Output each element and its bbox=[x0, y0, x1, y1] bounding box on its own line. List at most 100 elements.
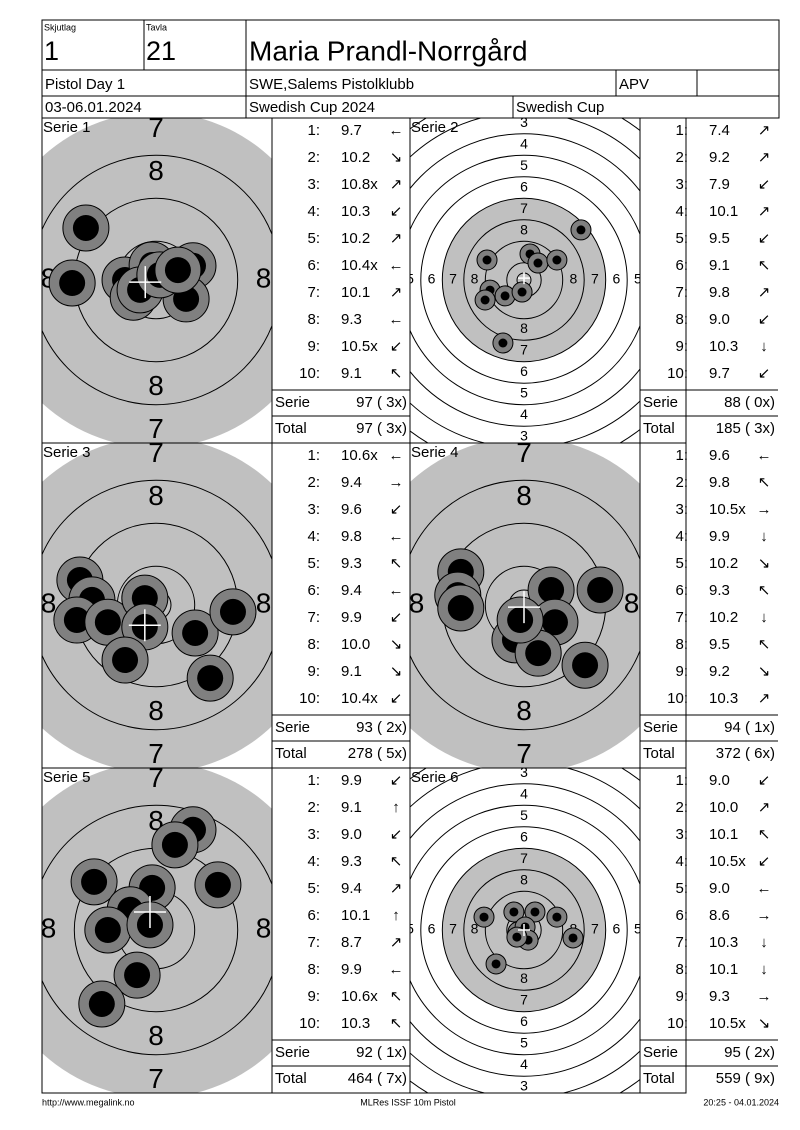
shot-direction: ↗ bbox=[758, 149, 771, 166]
shot-score: 9.9 bbox=[341, 772, 362, 789]
shot-number: 5: bbox=[675, 230, 688, 247]
shot-center bbox=[161, 831, 188, 858]
shot-score: 9.4 bbox=[341, 880, 362, 897]
shot-score: 9.2 bbox=[709, 149, 730, 166]
shot-direction: ↙ bbox=[758, 772, 771, 789]
ring bbox=[420, 826, 628, 1034]
shot bbox=[84, 906, 132, 954]
shot-number: 3: bbox=[675, 501, 688, 518]
shot-number: 9: bbox=[307, 663, 320, 680]
shot-number: 10: bbox=[667, 365, 688, 382]
shot-direction: ↖ bbox=[390, 853, 403, 870]
shot-score: 9.4 bbox=[341, 582, 362, 599]
ring-number: 8 bbox=[148, 1020, 164, 1051]
shot-direction: → bbox=[757, 988, 772, 1005]
shot-number: 8: bbox=[675, 961, 688, 978]
list-frame bbox=[639, 767, 687, 1094]
shot-direction: ↖ bbox=[390, 555, 403, 572]
ring-number: 5 bbox=[520, 385, 528, 401]
shot-score: 9.3 bbox=[341, 853, 362, 870]
shot-score: 10.8x bbox=[341, 176, 378, 193]
shot-number: 5: bbox=[675, 555, 688, 572]
shot-center bbox=[164, 257, 191, 284]
shot-number: 6: bbox=[675, 582, 688, 599]
shot-number: 1: bbox=[675, 122, 688, 139]
ring-number: 7 bbox=[520, 200, 528, 216]
club: SWE,Salems Pistolklubb bbox=[249, 76, 414, 93]
shot-direction: ↗ bbox=[390, 934, 403, 951]
shot-center bbox=[576, 225, 586, 235]
shot-direction: ↘ bbox=[758, 663, 771, 680]
shot-score: 10.2 bbox=[709, 555, 738, 572]
shot-score: 9.1 bbox=[341, 799, 362, 816]
series-label: Serie bbox=[643, 719, 678, 736]
shot bbox=[562, 927, 584, 949]
shot-direction: ↖ bbox=[758, 474, 771, 491]
shot-score: 10.1 bbox=[709, 826, 738, 843]
shot-number: 6: bbox=[307, 907, 320, 924]
shot-number: 3: bbox=[675, 826, 688, 843]
shot-direction: ← bbox=[389, 257, 404, 274]
shot-center bbox=[525, 640, 552, 667]
ring-number: 7 bbox=[516, 437, 532, 468]
ring-number: 7 bbox=[148, 437, 164, 468]
ring bbox=[42, 804, 272, 1056]
shot-number: 3: bbox=[307, 826, 320, 843]
shot-number: 8: bbox=[307, 311, 320, 328]
footer-left: http://www.megalink.no bbox=[42, 1097, 135, 1107]
shot-center bbox=[94, 917, 121, 943]
shot-direction: ↖ bbox=[758, 257, 771, 274]
total-label: Total bbox=[643, 745, 675, 762]
shot-center bbox=[509, 907, 519, 917]
shot-direction: ↗ bbox=[390, 230, 403, 247]
shot bbox=[186, 654, 234, 702]
shot-score: 9.7 bbox=[341, 122, 362, 139]
shot-direction: ← bbox=[757, 880, 772, 897]
ring bbox=[441, 847, 607, 1013]
shot-score: 9.6 bbox=[341, 501, 362, 518]
shot bbox=[209, 588, 257, 636]
shot bbox=[62, 204, 110, 252]
ring bbox=[410, 133, 640, 427]
date: 03-06.01.2024 bbox=[45, 99, 142, 116]
shot-score: 10.5x bbox=[709, 1015, 746, 1032]
shot-score: 10.5x bbox=[709, 853, 746, 870]
shot-number: 9: bbox=[307, 338, 320, 355]
ring-number: 6 bbox=[520, 363, 528, 379]
shot-direction: ↑ bbox=[392, 907, 400, 924]
mpi-cross bbox=[518, 924, 530, 936]
shot-number: 3: bbox=[307, 176, 320, 193]
header: Skjutlag 1 Tavla 21 Maria Prandl-Norrgår… bbox=[41, 19, 780, 119]
ring-number: 8 bbox=[516, 695, 532, 726]
total-score: 559 ( 9x) bbox=[716, 1070, 775, 1087]
ring-number: 8 bbox=[41, 912, 57, 943]
shot-center bbox=[517, 287, 527, 297]
shot-score: 9.8 bbox=[709, 284, 730, 301]
ring-number: 7 bbox=[449, 921, 457, 937]
shot-direction: → bbox=[389, 474, 404, 491]
shot-center bbox=[533, 258, 543, 268]
shot-number: 8: bbox=[307, 961, 320, 978]
ring-number: 8 bbox=[570, 271, 578, 287]
ring-number: 8 bbox=[148, 370, 164, 401]
total-score: 97 ( 3x) bbox=[356, 420, 407, 437]
event: Pistol Day 1 bbox=[45, 76, 125, 93]
shot-score: 8.7 bbox=[341, 934, 362, 951]
shot bbox=[194, 861, 242, 909]
ring-number: 6 bbox=[613, 271, 621, 287]
shot-score: 9.8 bbox=[341, 528, 362, 545]
shot bbox=[524, 901, 546, 923]
ring-number: 8 bbox=[520, 221, 528, 237]
shot-center bbox=[512, 932, 522, 942]
shot-number: 9: bbox=[675, 338, 688, 355]
shot-number: 1: bbox=[307, 772, 320, 789]
shot-score: 9.5 bbox=[709, 636, 730, 653]
shot-score: 10.2 bbox=[341, 149, 370, 166]
shot-score: 9.9 bbox=[341, 609, 362, 626]
ring bbox=[42, 154, 272, 406]
shot-direction: ↘ bbox=[758, 1015, 771, 1032]
shot-score: 9.0 bbox=[709, 880, 730, 897]
ring-number: 5 bbox=[520, 807, 528, 823]
